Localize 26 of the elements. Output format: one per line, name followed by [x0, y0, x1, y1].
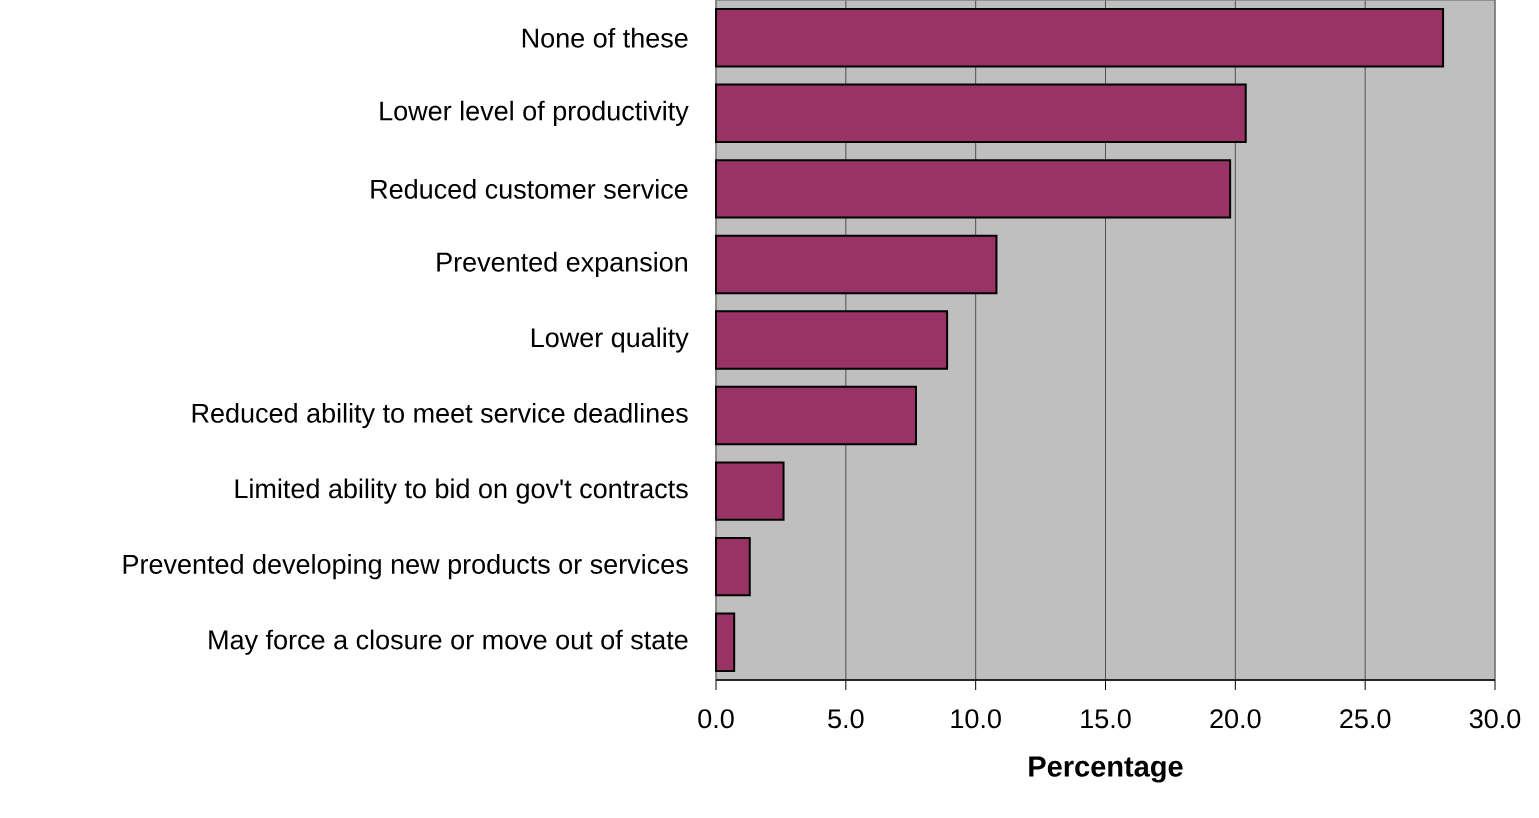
y-tick-label: None of these — [522, 27, 688, 48]
bar — [715, 234, 998, 295]
bar — [715, 461, 785, 521]
x-axis-title: Percentage — [1029, 756, 1183, 783]
bar — [715, 83, 1247, 144]
x-tick-label: 0.0 — [698, 709, 734, 729]
bar — [715, 536, 751, 597]
y-tick-label: Lower level of productivity — [380, 100, 689, 126]
x-tick-label: 25.0 — [1340, 709, 1391, 729]
y-tick-label: Reduced customer service — [371, 178, 688, 199]
x-tick-label: 15.0 — [1081, 709, 1131, 729]
y-tick-label: May force a closure or move out of state — [209, 629, 688, 655]
bar — [715, 159, 1232, 219]
bar — [715, 310, 949, 370]
bar — [715, 385, 917, 446]
y-tick-label: Reduced ability to meet service deadlines — [192, 402, 688, 429]
y-tick-label: Prevented expansion — [437, 251, 687, 278]
bar — [715, 8, 1445, 68]
x-tick-label: 5.0 — [828, 709, 864, 729]
y-tick-label: Limited ability to bid on gov't contracts — [235, 478, 688, 504]
bar — [715, 612, 736, 672]
x-tick-label: 30.0 — [1469, 709, 1521, 729]
y-tick-label: Lower quality — [531, 327, 689, 353]
x-tick-label: 20.0 — [1210, 709, 1261, 729]
x-tick-label: 10.0 — [951, 709, 1001, 729]
y-tick-label: Prevented developing new products or services — [123, 554, 688, 580]
